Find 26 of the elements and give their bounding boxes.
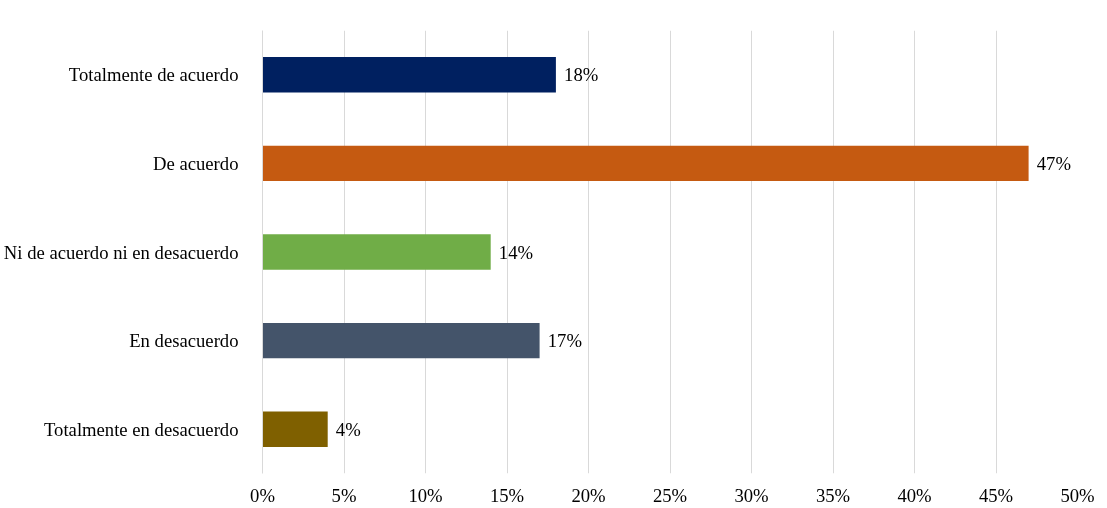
data-label: 47% <box>1036 152 1071 174</box>
x-tick-label: 35% <box>815 484 851 506</box>
x-tick-label: 20% <box>571 484 606 506</box>
bar <box>262 145 1029 182</box>
data-label: 18% <box>564 64 599 86</box>
y-tick-label: Totalmente de acuerdo <box>68 64 239 86</box>
data-label: 4% <box>335 418 361 440</box>
x-tick-label: 5% <box>331 484 357 506</box>
data-label: 17% <box>547 330 582 352</box>
y-tick-label: Totalmente en desacuerdo <box>44 418 239 440</box>
x-tick-label: 10% <box>408 484 443 506</box>
bar <box>262 411 328 447</box>
x-tick-label: 15% <box>489 484 525 506</box>
bar <box>262 322 540 359</box>
bar <box>262 234 491 270</box>
x-tick-label: 25% <box>652 484 688 506</box>
data-label: 14% <box>498 241 534 263</box>
x-tick-label: 50% <box>1060 484 1095 506</box>
x-tick-label: 45% <box>978 484 1014 506</box>
y-tick-label: En desacuerdo <box>129 330 239 352</box>
y-tick-label: Ni de acuerdo ni en desacuerdo <box>3 241 239 263</box>
x-tick-label: 40% <box>897 484 932 506</box>
x-tick-label: 0% <box>250 484 275 506</box>
x-tick-label: 30% <box>734 484 769 506</box>
bar <box>262 57 556 93</box>
y-tick-label: De acuerdo <box>153 152 239 174</box>
